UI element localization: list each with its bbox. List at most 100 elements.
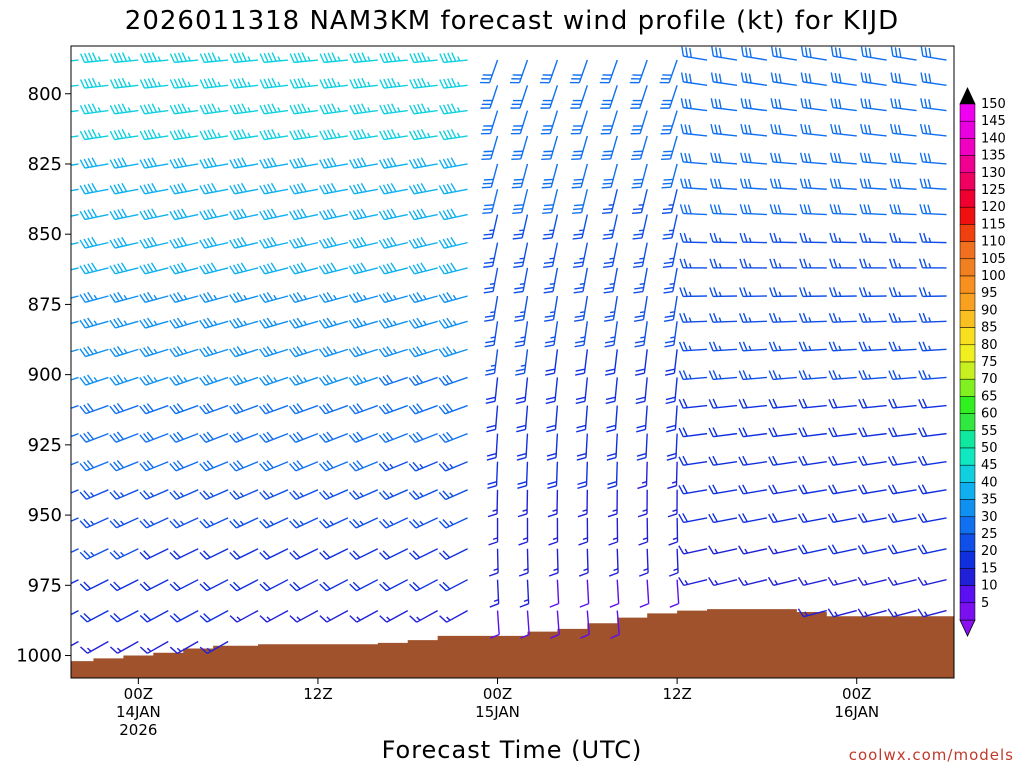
wind-barb <box>604 295 618 322</box>
wind-barb <box>71 241 79 246</box>
wind-barb <box>511 135 529 161</box>
colorbar-label: 20 <box>981 544 998 559</box>
wind-barb <box>860 98 887 112</box>
wind-barb <box>482 214 499 240</box>
colorbar-swatch <box>959 499 976 518</box>
credit-link[interactable]: coolwx.com/models <box>849 746 1014 764</box>
wind-barb <box>609 579 620 608</box>
wind-barb <box>408 548 438 561</box>
wind-barb <box>678 484 708 495</box>
wind-barb <box>169 460 199 472</box>
wind-barb <box>485 377 499 405</box>
wind-barb <box>661 189 678 215</box>
wind-barb <box>828 341 857 352</box>
wind-barb <box>109 548 139 560</box>
terrain-surface <box>71 609 954 678</box>
wind-barb <box>258 317 289 329</box>
wind-barb <box>318 374 349 386</box>
wind-barb <box>109 291 139 303</box>
wind-barb <box>259 262 289 275</box>
wind-barb <box>109 262 139 275</box>
wind-barb <box>768 370 797 381</box>
wind-barb <box>548 548 559 577</box>
wind-barb <box>71 267 79 271</box>
wind-barb <box>259 291 289 304</box>
wind-barb <box>139 489 169 500</box>
wind-barb <box>769 232 797 244</box>
colorbar-label: 10 <box>981 579 998 594</box>
wind-barb <box>572 214 589 240</box>
wind-barb <box>229 489 259 501</box>
wind-barb <box>610 610 620 639</box>
wind-barb <box>662 214 678 240</box>
wind-barb <box>517 489 529 518</box>
colorbar-swatch <box>959 327 976 346</box>
wind-barb <box>109 128 139 141</box>
wind-barb <box>229 346 259 358</box>
wind-barb <box>409 52 438 64</box>
wind-barb <box>71 109 79 113</box>
wind-barb <box>229 262 259 275</box>
colorbar-label: 125 <box>981 183 1006 198</box>
wind-barb <box>169 431 199 443</box>
colorbar-label: 140 <box>981 131 1006 146</box>
wind-barb <box>199 103 229 115</box>
wind-barb <box>109 236 139 249</box>
wind-barb <box>579 579 590 608</box>
wind-barb <box>574 295 589 322</box>
wind-barb <box>79 374 109 386</box>
wind-barb <box>71 295 79 299</box>
wind-barb <box>799 258 827 269</box>
wind-barb <box>378 431 408 444</box>
wind-barb <box>543 242 559 268</box>
wind-barb <box>768 341 797 352</box>
colorbar-cap-bottom <box>959 619 976 637</box>
plot-frame <box>70 45 955 679</box>
wind-barb <box>139 52 169 64</box>
terrain-layer <box>71 609 954 678</box>
wind-barb <box>229 517 259 529</box>
wind-barb <box>828 398 857 409</box>
wind-barb <box>740 72 768 87</box>
wind-barb <box>769 178 797 190</box>
wind-barb <box>169 346 199 358</box>
wind-barb <box>739 204 767 216</box>
wind-barb <box>738 545 768 555</box>
wind-barb <box>379 103 408 115</box>
wind-barb <box>570 110 588 135</box>
wind-barb <box>827 576 857 586</box>
wind-barb <box>708 576 738 587</box>
wind-barb <box>513 242 529 268</box>
wind-barb <box>827 608 857 618</box>
wind-barb <box>576 405 589 433</box>
wind-barb <box>79 103 109 115</box>
colorbar-swatch <box>959 568 976 586</box>
wind-barb <box>798 312 827 323</box>
wind-barb <box>486 405 499 433</box>
x-tick-label: 00Z <box>842 685 871 703</box>
wind-barb <box>408 374 438 386</box>
wind-barb <box>540 85 559 109</box>
wind-barb <box>858 370 887 381</box>
wind-barb <box>199 236 229 249</box>
wind-barb <box>438 208 468 221</box>
wind-barb <box>408 157 438 169</box>
wind-barb <box>349 52 378 64</box>
wind-barb <box>678 398 708 409</box>
wind-barb <box>798 484 827 495</box>
y-tick-label: 900 <box>28 365 62 386</box>
wind-barb <box>511 163 529 189</box>
wind-barb <box>797 608 827 618</box>
wind-barb <box>318 262 349 275</box>
wind-barb <box>544 295 559 322</box>
wind-barb <box>666 405 678 433</box>
wind-barb <box>109 489 139 500</box>
x-tick-label: 14JAN <box>116 703 161 721</box>
wind-barb <box>169 208 199 221</box>
wind-barb <box>708 455 738 466</box>
wind-barb <box>918 370 947 381</box>
wind-barb <box>662 242 678 269</box>
wind-barb <box>738 427 768 438</box>
x-tick-label: 2026 <box>119 721 157 739</box>
wind-barb <box>888 341 917 352</box>
